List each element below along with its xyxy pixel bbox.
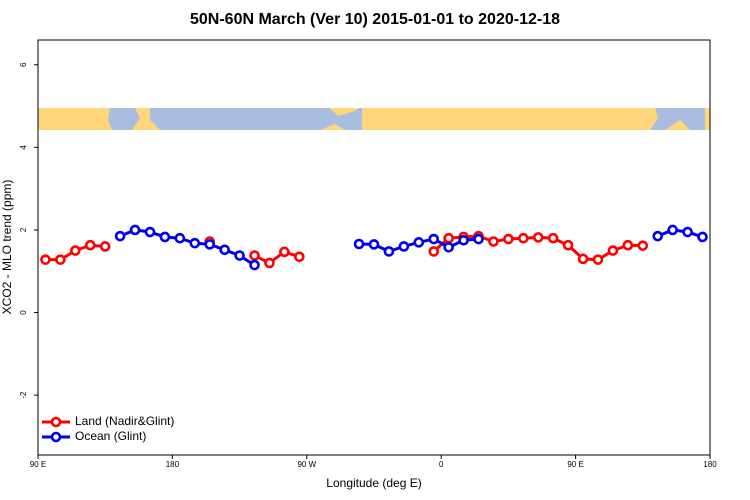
point — [607, 245, 619, 256]
plot-frame — [37, 39, 711, 456]
legend-marker — [50, 416, 62, 428]
point — [622, 239, 634, 251]
point — [99, 241, 111, 252]
point — [667, 224, 678, 236]
point — [398, 241, 410, 252]
x-tick-label: 180 — [703, 460, 717, 469]
y-tick-label: -2 — [19, 391, 28, 399]
point — [532, 232, 544, 243]
x-axis-label: Longitude (deg E) — [326, 476, 421, 490]
x-tick-label: 180 — [166, 460, 180, 469]
y-axis-label: XCO2 - MLO trend (ppm) — [0, 180, 14, 315]
point — [652, 230, 664, 242]
map-strip — [38, 108, 710, 130]
point — [249, 259, 260, 271]
point — [174, 232, 186, 244]
point — [368, 239, 380, 250]
point — [413, 237, 425, 248]
point — [189, 237, 201, 249]
point — [383, 246, 395, 257]
legend: Land (Nadir&Glint)Ocean (Glint) — [42, 414, 174, 443]
point — [592, 254, 604, 265]
point — [443, 232, 454, 244]
point — [473, 233, 484, 245]
point — [84, 239, 96, 251]
y-tick-label: 4 — [19, 145, 28, 150]
point — [144, 226, 156, 238]
point — [129, 224, 141, 236]
point — [682, 226, 693, 238]
y-tick-label: 2 — [19, 227, 28, 232]
point — [488, 236, 499, 247]
y-tick-label: 6 — [19, 62, 28, 67]
point — [353, 238, 365, 250]
x-tick-label: 0 — [439, 460, 444, 469]
point — [70, 245, 81, 256]
point — [503, 233, 514, 245]
point — [55, 254, 66, 265]
point — [518, 232, 529, 244]
legend-marker — [50, 431, 62, 443]
point — [279, 246, 290, 258]
point — [249, 250, 260, 261]
legend-label: Ocean (Glint) — [75, 429, 146, 443]
point — [294, 251, 305, 263]
point — [264, 257, 275, 269]
legend-label: Land (Nadir&Glint) — [75, 414, 174, 428]
point — [547, 232, 559, 244]
point — [428, 233, 440, 245]
point — [697, 231, 708, 243]
point — [443, 241, 454, 253]
point — [204, 239, 216, 250]
point — [428, 246, 440, 257]
point — [458, 234, 469, 246]
point — [219, 244, 230, 256]
x-tick-label: 90 W — [297, 460, 316, 469]
point — [577, 253, 589, 265]
point — [40, 254, 51, 265]
point — [234, 250, 245, 261]
x-tick-label: 90 E — [567, 460, 583, 469]
point — [159, 231, 171, 243]
x-tick-label: 90 E — [30, 460, 46, 469]
y-tick-label: 0 — [19, 310, 28, 315]
point — [637, 240, 649, 251]
point — [114, 230, 126, 242]
point — [562, 239, 574, 251]
chart-title: 50N-60N March (Ver 10) 2015-01-01 to 202… — [190, 11, 560, 28]
